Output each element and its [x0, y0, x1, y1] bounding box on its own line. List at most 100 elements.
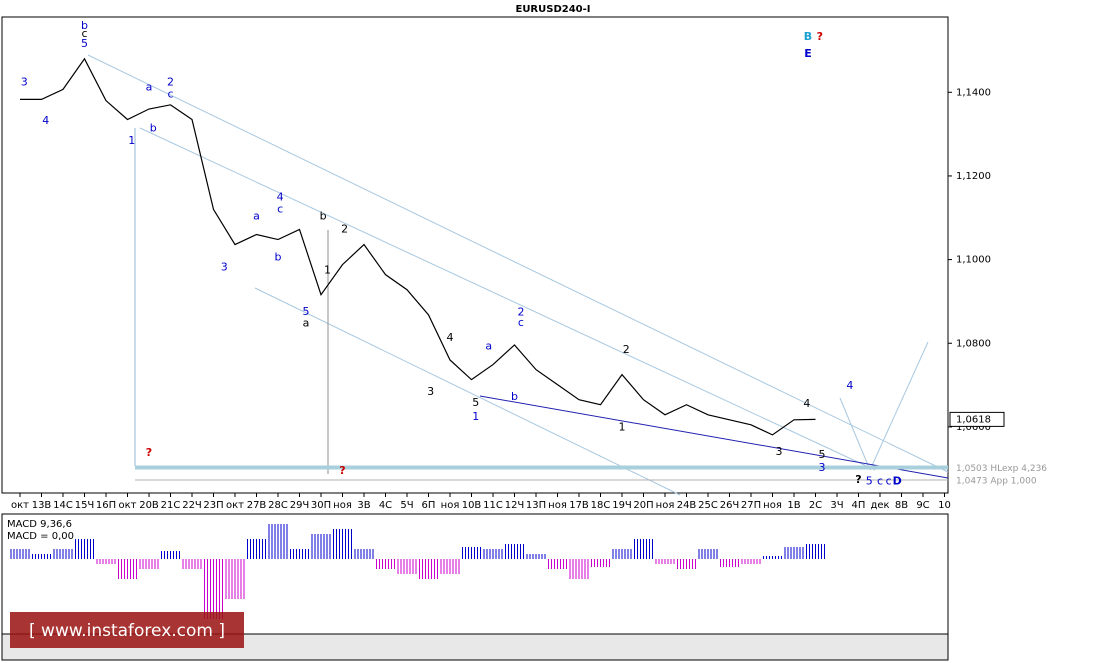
x-tick-label: 13П — [526, 500, 546, 511]
level-label: 1,0503 HLexp 4,236 — [956, 464, 1047, 474]
wave-label: ? — [855, 473, 861, 486]
x-tick-label: 8В — [895, 500, 908, 511]
wave-label: c — [518, 316, 524, 329]
wave-label: c — [886, 474, 892, 487]
wave-label: b — [511, 390, 518, 403]
x-tick-label: 5Ч — [400, 500, 413, 511]
wave-label: D — [893, 474, 902, 487]
wave-label: c — [277, 202, 283, 215]
wave-label: a — [253, 210, 260, 223]
wave-label: 5 — [302, 305, 309, 318]
wave-label: 2 — [517, 306, 524, 319]
watermark-box — [10, 612, 244, 648]
x-tick-label: 3В — [357, 500, 370, 511]
wave-label: c — [877, 474, 883, 487]
price-line — [20, 57, 816, 436]
wave-label: 5 — [818, 448, 825, 461]
x-tick-label: окт — [11, 500, 29, 511]
channel-line — [139, 127, 876, 471]
wave-label: 2 — [341, 222, 348, 235]
wave-label: 3 — [818, 461, 825, 474]
watermark: [ www.instaforex.com ] — [29, 621, 225, 641]
y-tick-label: 1,1200 — [956, 171, 991, 182]
wave-label: 4 — [447, 331, 454, 344]
macd-title: MACD 9,36,6 — [7, 519, 72, 530]
x-tick-label: ноя — [656, 500, 675, 511]
x-tick-label: 20П — [633, 500, 653, 511]
wave-label: 2 — [167, 75, 174, 88]
last-price-label: 1,0618 — [956, 414, 991, 425]
x-tick-label: 4П — [852, 500, 866, 511]
wave-label: 3 — [221, 261, 228, 274]
x-tick-label: 4С — [379, 500, 392, 511]
last-price-box — [949, 411, 1005, 427]
wave-label: c — [167, 87, 173, 100]
x-tick-label: 22Ч — [182, 500, 202, 511]
x-tick-label: 28С — [268, 500, 288, 511]
wave-label: b — [81, 19, 88, 32]
wave-label: 1 — [619, 421, 626, 434]
wave-label: 5 — [81, 37, 88, 50]
trend-line — [479, 395, 949, 479]
x-tick-label: 3Ч — [830, 500, 843, 511]
wave-label: 3 — [775, 445, 782, 458]
macd-value: MACD = 0,00 — [7, 531, 74, 542]
x-tick-label: 15Ч — [75, 500, 95, 511]
x-tick-label: 14С — [53, 500, 73, 511]
x-tick-label: 11С — [483, 500, 503, 511]
x-tick-label: 19Ч — [612, 500, 632, 511]
x-tick-label: 12Ч — [505, 500, 525, 511]
chart-title: EURUSD240-I — [515, 4, 590, 15]
y-tick-label: 1,1400 — [956, 87, 991, 98]
channel-line — [254, 287, 681, 496]
wave-label: 3 — [427, 385, 434, 398]
x-tick-label: ноя — [763, 500, 782, 511]
channel-line — [87, 54, 949, 473]
x-tick-label: 13В — [32, 500, 52, 511]
wave-label: a — [146, 80, 153, 93]
wave-label: 1 — [472, 410, 479, 423]
x-tick-label: 17В — [569, 500, 589, 511]
wave-label: 2 — [623, 343, 630, 356]
wave-label: E — [804, 47, 812, 60]
channel-lines — [87, 54, 949, 496]
x-tick-label: 6П — [422, 500, 436, 511]
wave-label: 4 — [42, 114, 49, 127]
x-tick-label: дек — [870, 500, 889, 511]
x-tick-label: 30П — [311, 500, 331, 511]
price-frame — [1, 16, 949, 494]
wave-label: B — [804, 30, 812, 43]
wave-label: a — [485, 340, 492, 353]
x-tick-label: ноя — [548, 500, 567, 511]
wave-label: c — [81, 27, 87, 40]
wave-label: 5 — [472, 396, 479, 409]
level-label: 1,0473 App 1,000 — [956, 477, 1037, 487]
x-tick-label: 29Ч — [290, 500, 310, 511]
x-tick-label: 10В — [462, 500, 482, 511]
forecast-line — [839, 397, 871, 471]
wave-label: b — [150, 121, 157, 134]
wave-label: 3 — [21, 75, 28, 88]
x-tick-label: ноя — [333, 500, 352, 511]
x-tick-label: 21С — [161, 500, 181, 511]
wave-label: ? — [817, 30, 823, 43]
x-tick-label: ноя — [441, 500, 460, 511]
wave-label: ? — [339, 464, 345, 477]
wave-label: ? — [146, 446, 152, 459]
wave-label: 1 — [128, 134, 135, 147]
y-tick-label: 1,0600 — [956, 422, 991, 433]
x-tick-label: 23П — [203, 500, 223, 511]
x-tick-label: 20В — [139, 500, 159, 511]
y-tick-label: 1,0800 — [956, 338, 991, 349]
wave-label: 4 — [803, 397, 810, 410]
x-tick-label: 10 — [938, 500, 951, 511]
y-tick-label: 1,1000 — [956, 255, 991, 266]
x-tick-label: 26Ч — [720, 500, 740, 511]
wave-label: 4 — [846, 379, 853, 392]
forecast-line — [869, 341, 929, 471]
x-tick-label: 27П — [741, 500, 761, 511]
x-tick-label: окт — [226, 500, 244, 511]
x-tick-label: 16П — [96, 500, 116, 511]
